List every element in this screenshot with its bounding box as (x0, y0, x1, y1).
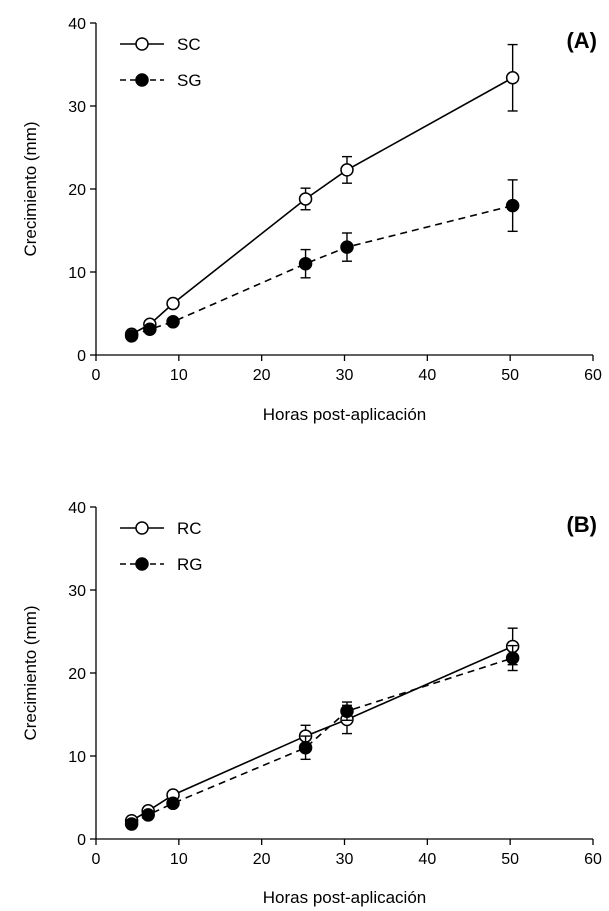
legend-label: RC (177, 519, 202, 538)
series-rg (124, 644, 520, 831)
x-tick-label: 20 (253, 851, 271, 868)
y-tick-label: 40 (68, 16, 86, 33)
data-point (124, 329, 139, 343)
data-point (124, 817, 139, 831)
y-tick-label: 0 (77, 832, 86, 849)
legend-item-sc: SC (120, 35, 201, 54)
legend-marker (135, 37, 149, 51)
data-point (505, 71, 520, 85)
series-line-sg (131, 204, 513, 337)
legend-item-sg: SG (120, 71, 202, 90)
data-point (505, 651, 520, 665)
data-point (141, 808, 155, 822)
x-tick-label: 50 (501, 367, 519, 384)
y-tick-label: 40 (68, 500, 86, 517)
y-tick-label: 10 (68, 265, 86, 282)
x-tick-label: 20 (253, 367, 271, 384)
y-axis-title: Crecimiento (mm) (21, 121, 40, 256)
x-tick-label: 40 (418, 367, 436, 384)
panel-label: (B) (566, 512, 597, 537)
data-point (298, 740, 313, 755)
x-axis-title: Horas post-aplicación (263, 405, 426, 424)
y-tick-label: 20 (68, 666, 86, 683)
series-line-rc (131, 645, 513, 822)
panel-label: (A) (566, 28, 597, 53)
x-tick-label: 60 (584, 367, 602, 384)
legend-label: SG (177, 71, 202, 90)
data-point (166, 315, 180, 329)
x-tick-label: 60 (584, 851, 602, 868)
legend-label: RG (177, 555, 203, 574)
y-tick-label: 10 (68, 749, 86, 766)
x-tick-label: 0 (92, 851, 101, 868)
data-point (340, 240, 354, 254)
x-tick-label: 30 (336, 851, 354, 868)
x-tick-label: 0 (92, 367, 101, 384)
legend-marker (135, 557, 149, 571)
data-point (505, 198, 520, 213)
y-tick-label: 20 (68, 182, 86, 199)
x-tick-label: 10 (170, 851, 188, 868)
data-point (143, 322, 157, 337)
x-tick-label: 10 (170, 367, 188, 384)
legend-marker (135, 521, 149, 535)
x-tick-label: 40 (418, 851, 436, 868)
series-line-rg (131, 657, 513, 825)
data-point (340, 163, 354, 177)
data-point (166, 296, 180, 311)
data-point (298, 256, 313, 271)
data-point (166, 796, 180, 811)
legend-marker (135, 73, 149, 87)
y-tick-label: 30 (68, 99, 86, 116)
x-tick-label: 50 (501, 851, 519, 868)
legend-item-rc: RC (120, 519, 202, 538)
series-rc (124, 627, 520, 828)
panel-b: 0 10 20 30 40 0 10 20 30 40 50 60 Horas post-aplicac… (21, 500, 602, 907)
data-point (340, 704, 354, 718)
data-point (298, 192, 313, 206)
legend-item-rg: RG (120, 555, 203, 574)
x-axis-title: Horas post-aplicación (263, 888, 426, 907)
x-tick-label: 30 (336, 367, 354, 384)
series-line-sc (131, 77, 514, 335)
y-tick-label: 0 (77, 348, 86, 365)
y-axis-title: Crecimiento (mm) (21, 605, 40, 740)
y-tick-label: 30 (68, 583, 86, 600)
legend-label: SC (177, 35, 201, 54)
panel-a: 0 10 20 30 40 0 10 20 30 40 50 60 Horas post-aplicac… (21, 16, 602, 424)
series-sg (124, 179, 520, 343)
